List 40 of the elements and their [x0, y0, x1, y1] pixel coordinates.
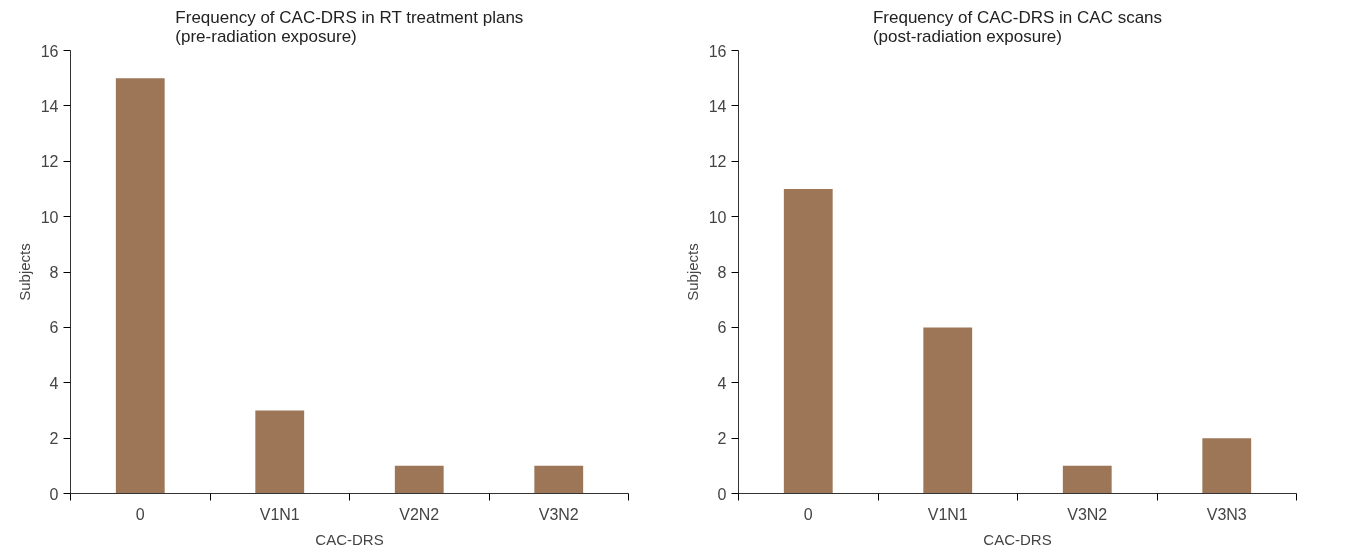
y-tick-label: 16: [40, 42, 59, 60]
x-axis-title: CAC-DRS: [983, 530, 1052, 548]
y-tick-label: 10: [708, 208, 727, 226]
y-tick-label: 6: [49, 319, 59, 337]
bar: [783, 188, 833, 494]
x-tick-label: V2N2: [399, 505, 440, 523]
y-tick-label: 2: [717, 430, 727, 448]
y-tick-label: 8: [717, 264, 727, 281]
chart-title: Frequency of CAC-DRS in RT treatment plans (pre-radiation exposure): [175, 7, 524, 46]
y-tick-label: 6: [717, 319, 727, 337]
y-tick-label: 2: [49, 430, 59, 448]
y-tick-label: 4: [49, 374, 59, 392]
y-tick-label: 16: [708, 42, 727, 60]
x-tick-label: V3N2: [538, 505, 579, 523]
y-axis-title: Subjects: [15, 243, 33, 301]
bar: [1202, 438, 1252, 494]
bar: [394, 465, 444, 494]
bar: [255, 410, 305, 494]
x-tick-label: V1N1: [259, 505, 300, 523]
y-tick-label: 0: [49, 485, 59, 503]
x-tick-label: 0: [135, 505, 145, 523]
bar: [534, 465, 584, 494]
y-tick-label: 14: [708, 97, 727, 115]
chart-title: Frequency of CAC-DRS in CAC scans (post-radiation exposure): [872, 7, 1163, 46]
y-tick-label: 4: [717, 374, 727, 392]
x-tick-label: V3N2: [1067, 505, 1108, 523]
bar: [115, 78, 165, 494]
y-tick-label: 12: [40, 153, 59, 171]
x-axis-title: CAC-DRS: [315, 530, 384, 548]
bar: [923, 327, 973, 494]
x-tick-label: V1N1: [927, 505, 968, 523]
y-tick-label: 14: [40, 97, 59, 115]
y-tick-label: 0: [717, 485, 727, 503]
y-tick-label: 12: [708, 153, 727, 171]
y-tick-label: 10: [40, 208, 59, 226]
bar: [1062, 465, 1112, 494]
x-tick-label: 0: [803, 505, 813, 523]
y-tick-label: 8: [49, 264, 59, 281]
x-tick-label: V3N3: [1206, 505, 1247, 523]
y-axis-title: Subjects: [683, 243, 701, 301]
